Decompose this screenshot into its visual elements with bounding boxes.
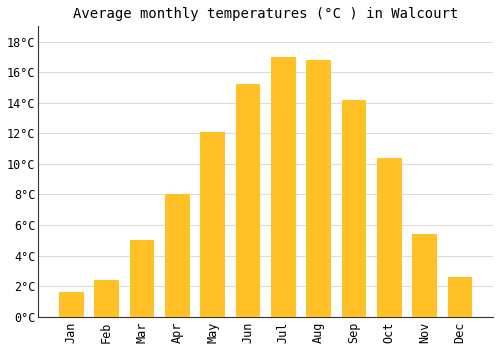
Bar	[59, 292, 84, 317]
Bar	[306, 60, 331, 317]
Bar	[236, 84, 260, 317]
Title: Average monthly temperatures (°C ) in Walcourt: Average monthly temperatures (°C ) in Wa…	[73, 7, 458, 21]
Bar	[165, 195, 190, 317]
Bar	[130, 240, 154, 317]
Bar	[271, 57, 295, 317]
Bar	[94, 280, 119, 317]
Bar	[200, 132, 225, 317]
Bar	[448, 277, 472, 317]
Bar	[342, 100, 366, 317]
Bar	[412, 234, 437, 317]
Bar	[377, 158, 402, 317]
